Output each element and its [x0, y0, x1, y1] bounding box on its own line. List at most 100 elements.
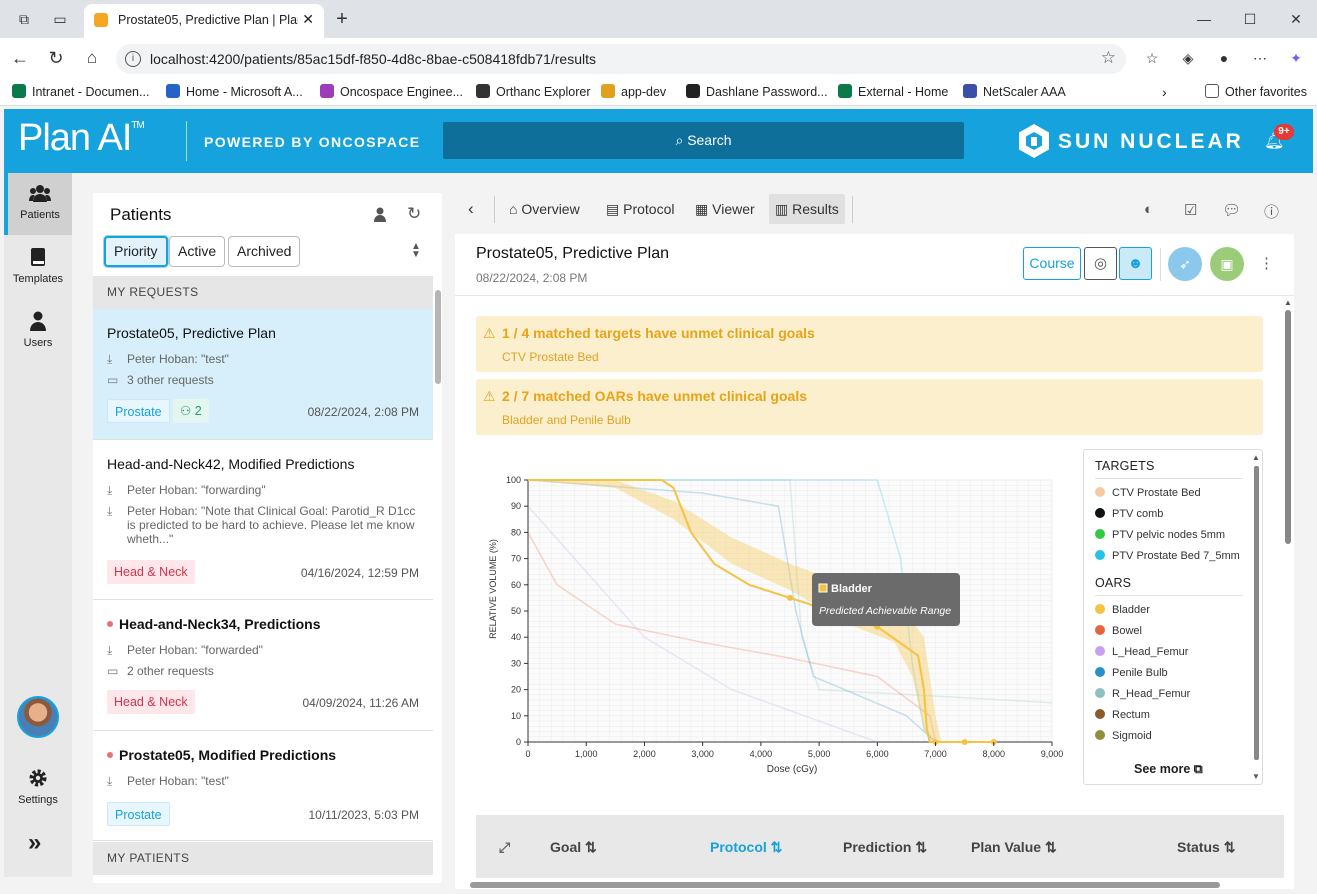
filter-priority[interactable]: Priority — [104, 236, 168, 267]
column-header-prediction[interactable]: Prediction ⇅ — [843, 839, 928, 855]
tab-protocol[interactable]: ▤ Protocol — [606, 201, 675, 217]
sort-icon[interactable]: ▲ ▼ — [411, 241, 421, 260]
x-tick-label: 8,000 — [983, 749, 1006, 759]
app-logo[interactable]: Plan AITM — [18, 117, 145, 159]
patients-scrollbar[interactable] — [435, 290, 441, 384]
legend-item[interactable]: Bladder — [1095, 604, 1150, 616]
refresh-list-icon[interactable]: ↻ — [407, 204, 422, 223]
main-scroll-up-icon[interactable]: ▲ — [1284, 298, 1292, 307]
list-item[interactable]: Prostate05, Predictive Plan ⤓ Peter Hoban… — [93, 309, 433, 440]
book-icon — [31, 248, 45, 266]
home-icon[interactable]: ⌂ — [86, 48, 98, 67]
x-tick-label: 5,000 — [808, 749, 831, 759]
brand-name: SUN NUCLEAR — [1058, 130, 1244, 153]
course-button[interactable]: Course — [1023, 247, 1081, 280]
my-requests-header: MY REQUESTS — [93, 276, 433, 309]
url-field[interactable]: i localhost:4200/patients/85ac15df-f850-… — [116, 44, 1126, 74]
favorite-item[interactable]: External - Home — [838, 84, 948, 99]
checklist-icon[interactable]: ☑ — [1184, 202, 1198, 219]
tab-favicon-icon — [94, 13, 108, 27]
browser-essentials-icon[interactable]: ◈ — [1182, 50, 1194, 66]
legend-item[interactable]: R_Head_Femur — [1095, 688, 1190, 700]
site-info-icon[interactable]: i — [125, 51, 141, 67]
profile-icon[interactable]: ● — [1219, 50, 1229, 66]
sort-icon: ⇅ — [1044, 839, 1057, 855]
main-scrollbar[interactable] — [1285, 310, 1291, 544]
tab-actions-icon[interactable]: ▭ — [53, 11, 67, 27]
legend-item[interactable]: PTV comb — [1095, 508, 1163, 520]
sidebar-item-users[interactable]: Users — [4, 301, 72, 363]
favorite-item[interactable]: Orthanc Explorer — [476, 84, 590, 99]
close-window-icon[interactable]: ✕ — [1290, 11, 1302, 27]
favorite-item[interactable]: NetScaler AAA — [963, 84, 1066, 99]
favorites-overflow-icon[interactable]: › — [1162, 84, 1167, 100]
comments-icon[interactable]: 💬︎ — [1222, 202, 1242, 219]
favorites-icon[interactable]: ☆ — [1145, 50, 1159, 66]
more-options-icon[interactable]: ⋮ — [1259, 255, 1274, 272]
legend-item[interactable]: Penile Bulb — [1095, 667, 1168, 679]
legend-item[interactable]: PTV Prostate Bed 7_5mm — [1095, 550, 1240, 562]
expand-sidebar-icon[interactable]: » — [28, 829, 42, 856]
sort-icon: ⇅ — [1223, 839, 1236, 855]
expand-table-icon[interactable]: ⤢ — [499, 839, 511, 855]
other-favorites[interactable]: Other favorites — [1205, 84, 1307, 99]
tab-viewer[interactable]: ▦ Viewer — [695, 201, 755, 217]
legend-item[interactable]: Sigmoid — [1095, 730, 1152, 742]
workspaces-icon[interactable]: ⧉ — [19, 11, 29, 27]
target-button[interactable]: ◎ — [1084, 247, 1117, 280]
list-item[interactable]: Prostate05, Modified Predictions ⤓ Peter … — [93, 731, 433, 841]
search-bar[interactable]: ⌕ Search — [443, 122, 964, 159]
patients-title: Patients — [110, 205, 172, 224]
collapse-panel-icon[interactable]: ‹ — [468, 199, 474, 218]
copilot-icon[interactable]: ✦ — [1290, 50, 1302, 66]
launch-button[interactable]: ➶ — [1168, 247, 1202, 281]
column-header-goal[interactable]: Goal ⇅ — [550, 839, 597, 855]
list-item[interactable]: Head-and-Neck42, Modified Predictions ⤓ P… — [93, 440, 433, 600]
save-button[interactable]: ▣ — [1210, 247, 1244, 281]
favorite-item[interactable]: Oncospace Enginee... — [320, 84, 463, 99]
legend-scrollbar[interactable] — [1254, 466, 1259, 760]
legend-scroll-down-icon[interactable]: ▼ — [1252, 772, 1260, 781]
column-header-protocol[interactable]: Protocol ⇅ — [710, 839, 783, 855]
card-message: Peter Hoban: "test" — [127, 774, 229, 788]
filter-active[interactable]: Active — [169, 236, 226, 267]
legend-scroll-up-icon[interactable]: ▲ — [1252, 453, 1260, 462]
ai-robot-button[interactable]: ☻ — [1119, 247, 1152, 280]
card-date: 04/09/2024, 11:26 AM — [302, 696, 419, 710]
favorite-item[interactable]: app-dev — [601, 84, 666, 99]
legend-item[interactable]: Bowel — [1095, 625, 1142, 637]
list-item[interactable]: Head-and-Neck34, Predictions ⤓ Peter Hoba… — [93, 600, 433, 731]
legend-item[interactable]: CTV Prostate Bed — [1095, 487, 1201, 499]
column-header-status[interactable]: Status ⇅ — [1177, 839, 1236, 855]
new-tab-icon[interactable]: + — [336, 8, 348, 30]
filter-archived[interactable]: Archived — [228, 236, 301, 267]
users-icon — [29, 185, 51, 202]
favorite-item[interactable]: Intranet - Documen... — [12, 84, 149, 99]
info-icon[interactable]: ⓘ — [1264, 204, 1280, 221]
close-tab-icon[interactable]: ✕ — [302, 11, 314, 27]
dvh-chart[interactable]: 0 1,000 2,000 3,000 4,000 5,000 6,000 7,000 8,00… — [476, 456, 1076, 786]
sidebar-item-patients[interactable]: Patients — [4, 173, 72, 235]
column-header-plan-value[interactable]: Plan Value ⇅ — [971, 839, 1057, 855]
minimize-icon[interactable]: — — [1197, 11, 1211, 27]
legend-item[interactable]: PTV pelvic nodes 5mm — [1095, 529, 1225, 541]
legend-item[interactable]: L_Head_Femur — [1095, 646, 1188, 658]
favorite-item[interactable]: Home - Microsoft A... — [166, 84, 303, 99]
sidebar-item-templates[interactable]: Templates — [4, 237, 72, 299]
my-patients-user-icon[interactable] — [373, 207, 387, 222]
maximize-icon[interactable]: ☐ — [1243, 11, 1257, 27]
tab-results[interactable]: ▥ Results — [769, 194, 845, 224]
tab-overview[interactable]: ⌂ Overview — [509, 201, 580, 217]
see-more-link[interactable]: See more ⧉ — [1134, 762, 1203, 776]
avatar[interactable] — [17, 696, 59, 738]
brain-icon[interactable]: ◐ — [1144, 201, 1154, 218]
more-menu-icon[interactable]: ⋯ — [1253, 50, 1267, 66]
horizontal-scrollbar[interactable] — [470, 882, 1220, 888]
browser-tab[interactable]: Prostate05, Predictive Plan | Plan AI ✕ — [84, 4, 324, 38]
back-icon[interactable]: ← — [11, 48, 29, 68]
favorite-item[interactable]: Dashlane Password... — [686, 84, 828, 99]
refresh-icon[interactable]: ↻ — [48, 48, 64, 68]
sidebar-item-settings[interactable]: Settings — [4, 758, 72, 820]
bookmark-star-icon[interactable]: ☆ — [1100, 48, 1116, 67]
legend-item[interactable]: Rectum — [1095, 709, 1150, 721]
